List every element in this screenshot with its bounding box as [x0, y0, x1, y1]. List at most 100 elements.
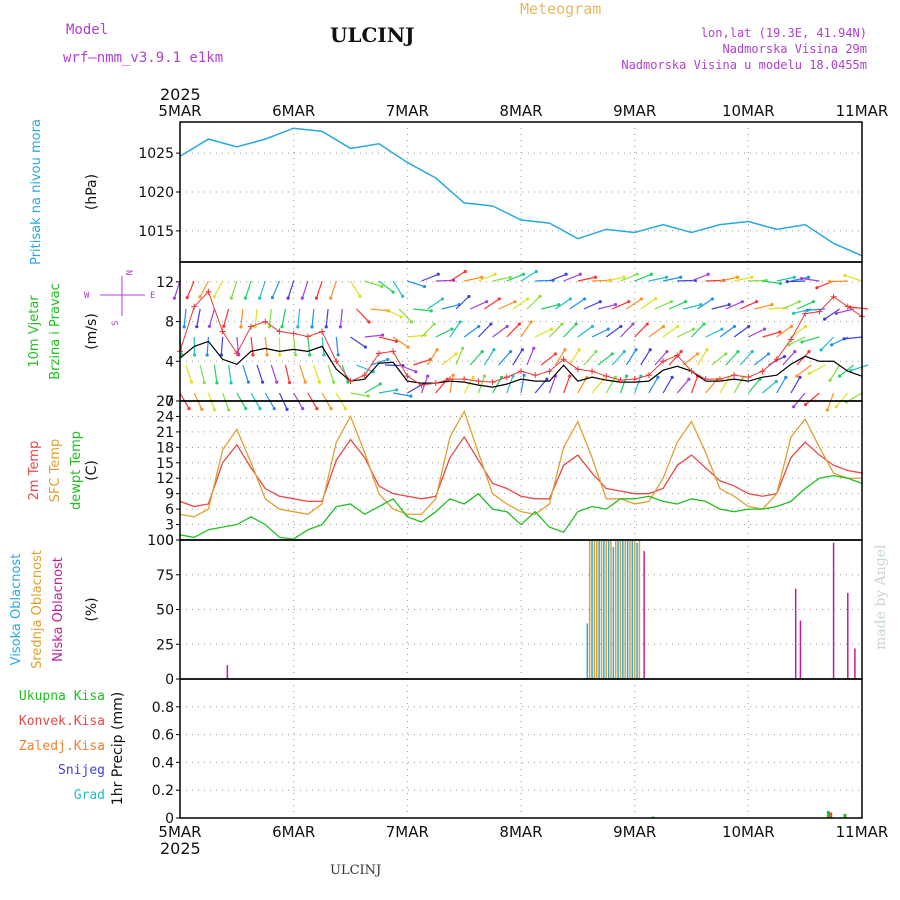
time-tick-top: 8MAR: [499, 102, 542, 120]
wind-arrow: [378, 280, 394, 293]
wind-arrow: [696, 349, 708, 366]
wind-arrow: [250, 336, 254, 355]
wind-arrow: [469, 351, 483, 366]
wind-arrow-head: [422, 284, 427, 289]
wind-arrow-head: [724, 352, 728, 356]
wind-arrow: [392, 280, 404, 297]
plot-area: 5MAR 5MAR 6MAR 6MAR 7MAR 7MAR 8MAR 8MAR 9MAR 9MAR…: [9, 102, 888, 841]
wind-arrow: [173, 280, 181, 299]
wind-arrow: [597, 304, 616, 310]
wind-arrow: [268, 308, 272, 327]
wind-arrow: [762, 331, 781, 338]
wind-arrow: [356, 364, 374, 373]
wind-arrow: [691, 273, 709, 282]
precip-bar-total: [826, 811, 830, 818]
wind-arrow: [506, 323, 520, 338]
wind-arrow-head: [625, 374, 629, 378]
wind-arrow-head: [207, 324, 212, 328]
wind-arrow-head: [849, 368, 853, 373]
wind-arrow: [199, 280, 209, 298]
wind-arrow-head: [471, 375, 475, 380]
coords-label: lon,lat (19.3E, 41.94N): [701, 26, 867, 40]
wind-arrow: [793, 392, 806, 408]
wind-arrow-head: [505, 324, 509, 329]
legend-conv-precip: Konvek.Kisa: [19, 714, 105, 729]
gust-marker: [276, 328, 283, 335]
wind-arrow-head: [594, 350, 598, 354]
wind-arrow: [264, 336, 268, 355]
wind-arrow-head: [246, 380, 250, 384]
wind-arrow: [654, 351, 668, 366]
y-tick-label: 24: [156, 409, 174, 425]
y-tick-label: 0: [165, 672, 174, 688]
wind-arrow-head: [639, 297, 643, 301]
wind-arrow-head: [710, 297, 715, 301]
wind-arrow: [583, 351, 597, 366]
wind-arrow-head: [286, 296, 290, 300]
wind-arrow: [725, 351, 739, 366]
wind-arrow: [606, 276, 624, 282]
wind-arrow-head: [343, 406, 347, 411]
wind-arrow: [498, 351, 512, 366]
wind-arrow-head: [750, 350, 754, 354]
wind-arrow-head: [679, 350, 683, 354]
wind-arrow: [619, 375, 628, 394]
y-tick-label: 4: [165, 354, 174, 370]
wind-arrow-head: [265, 353, 269, 357]
wind-arrow: [484, 298, 500, 310]
wind-arrow: [801, 277, 820, 282]
gust-marker: [446, 376, 453, 383]
wind-arrow: [413, 358, 431, 366]
wind-arrow: [577, 325, 593, 338]
wind-arrow: [824, 308, 840, 320]
meteogram-title: Meteogram: [520, 0, 601, 18]
wind-arrow-head: [410, 320, 414, 324]
wind-arrow: [398, 308, 413, 323]
wind-arrow-head: [517, 322, 521, 326]
wind-arrow: [605, 325, 622, 338]
wind-arrow: [463, 325, 480, 338]
wind-arrow: [787, 280, 806, 283]
wind-arrow-head: [806, 275, 811, 279]
y-tick-label: 6: [165, 502, 174, 518]
wind-arrow: [691, 323, 705, 338]
wind-arrow-head: [532, 346, 536, 350]
wind-arrow-head: [754, 300, 759, 304]
wind-arrow-head: [834, 311, 838, 315]
legend-frozen-precip: Zaledj.Kisa: [19, 739, 105, 754]
wind-arrow: [236, 336, 240, 355]
footer-station: ULCINJ: [330, 863, 381, 878]
wind-arrow-head: [526, 297, 530, 301]
wind-arrow-head: [740, 300, 744, 304]
wind-arrow: [464, 276, 482, 282]
wind-arrow-head: [386, 357, 390, 362]
wind-arrow: [829, 280, 848, 283]
wind-arrow-head: [395, 388, 399, 392]
wind-arrow: [577, 377, 588, 394]
gust-marker: [191, 303, 198, 310]
y-tick-label: 75: [156, 568, 174, 584]
wind-arrow-head: [691, 327, 696, 331]
gust-marker: [262, 318, 269, 325]
wind-arrow: [776, 377, 787, 394]
wind-arrow-head: [451, 373, 455, 377]
wind-arrow: [349, 280, 361, 297]
y-tick-label: 25: [156, 637, 174, 653]
wind-arrow-head: [619, 324, 623, 329]
time-tick-bottom: 11MAR: [836, 823, 889, 841]
wind-arrow: [683, 304, 701, 310]
wind-arrow: [605, 377, 616, 394]
y-tick-label: 1015: [138, 224, 174, 240]
y-tick-label: 100: [147, 533, 174, 549]
y-tick-label: 0.6: [152, 728, 174, 744]
wind-arrow: [790, 377, 801, 394]
wind-arrow-head: [406, 345, 410, 349]
unit-label: (hPa): [84, 174, 100, 210]
wind-arrow-head: [778, 330, 782, 334]
wind-arrow-head: [401, 294, 405, 298]
wind-arrow: [498, 301, 516, 310]
wind-arrow: [378, 389, 397, 394]
wind-arrow: [554, 349, 566, 366]
wind-arrow-head: [336, 353, 340, 357]
